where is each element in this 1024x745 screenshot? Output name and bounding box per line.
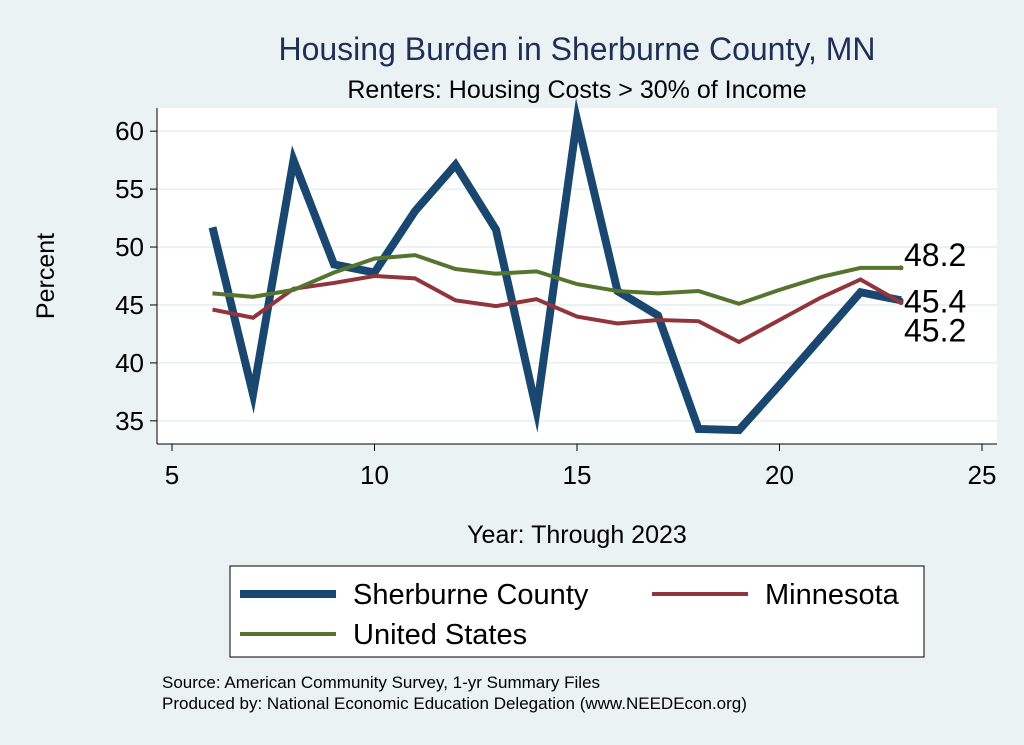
x-axis-title: Year: Through 2023 (467, 521, 687, 549)
legend-label: Sherburne County (353, 579, 589, 611)
y-axis-title: Percent (32, 233, 60, 319)
end-label-united-states: 48.2 (904, 237, 966, 273)
y-tick-label: 50 (115, 232, 144, 262)
series-line-united-states (212, 253, 901, 306)
x-tick-label: 25 (968, 460, 997, 490)
end-point (898, 265, 904, 271)
legend-label: Minnesota (765, 579, 900, 611)
end-label-minnesota: 45.2 (904, 313, 966, 349)
x-tick-label: 15 (563, 460, 592, 490)
source-note: Source: American Community Survey, 1-yr … (162, 673, 600, 692)
y-tick-label: 45 (115, 290, 144, 320)
end-point (898, 300, 904, 306)
x-tick-label: 5 (165, 460, 179, 490)
y-ticks: 35 40 45 50 55 60 (115, 116, 157, 436)
x-tick-label: 10 (360, 460, 389, 490)
series-layer (208, 97, 904, 435)
series-line-minnesota (212, 273, 902, 345)
legend: Sherburne County Minnesota United States (240, 579, 900, 651)
legend-box (229, 565, 925, 658)
legend-label: United States (353, 619, 527, 651)
x-ticks: 5 10 15 20 25 (165, 444, 997, 490)
producer-note: Produced by: National Economic Education… (162, 694, 747, 713)
chart-subtitle: Renters: Housing Costs > 30% of Income (347, 76, 806, 104)
y-tick-label: 55 (115, 174, 144, 204)
y-tick-label: 60 (115, 116, 144, 146)
series-line-sherburne-county (208, 97, 902, 435)
plot-area (157, 108, 997, 444)
end-label-sherburne-county: 45.4 (904, 283, 966, 319)
y-tick-label: 40 (115, 348, 144, 378)
end-labels: 48.2 45.445.2 (904, 237, 966, 349)
y-tick-label: 35 (115, 406, 144, 436)
x-tick-label: 20 (765, 460, 794, 490)
chart-title: Housing Burden in Sherburne County, MN (278, 31, 875, 67)
